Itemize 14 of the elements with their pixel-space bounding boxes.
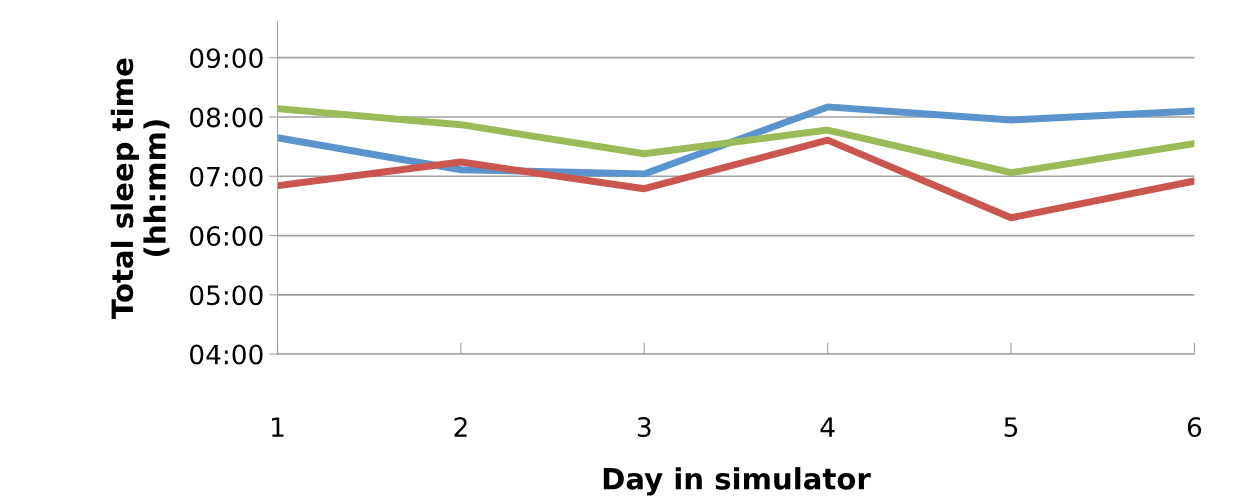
x-tick-label: 3 (637, 417, 651, 438)
y-tick-label: 09:00 (190, 48, 263, 69)
y-tick-label: 08:00 (190, 107, 263, 128)
y-tick-label: 04:00 (190, 344, 263, 365)
x-axis-title: Day in simulator (603, 467, 871, 496)
y-axis-title: Total sleep time (hh:mm) (110, 58, 170, 319)
x-tick-label: 4 (820, 417, 835, 437)
x-tick-label: 6 (1187, 417, 1202, 438)
x-tick-label: 5 (1004, 417, 1018, 438)
y-tick-label: 05:00 (190, 285, 263, 306)
x-tick-label: 2 (454, 417, 467, 437)
y-tick-label: 07:00 (190, 166, 263, 187)
y-tick-label: 06:00 (190, 225, 263, 246)
x-tick-label: 1 (272, 417, 284, 437)
